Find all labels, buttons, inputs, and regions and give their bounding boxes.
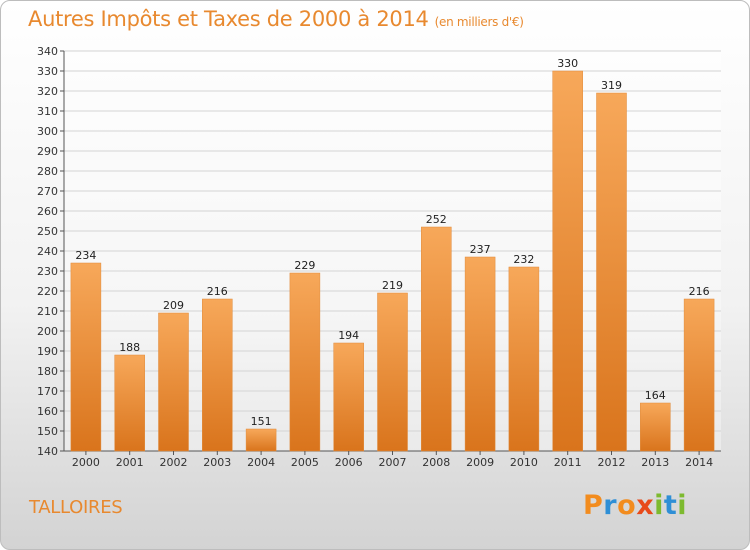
x-tick-label: 2004 <box>247 456 275 469</box>
y-tick-label: 210 <box>37 305 58 318</box>
bar <box>245 428 277 452</box>
y-tick-label: 250 <box>37 225 58 238</box>
y-tick-label: 330 <box>37 65 58 78</box>
bar-value-label: 330 <box>557 57 578 70</box>
logo-letter: o <box>617 490 637 521</box>
x-tick-label: 2013 <box>641 456 669 469</box>
y-tick-label: 220 <box>37 285 58 298</box>
bar-value-label: 232 <box>513 253 534 266</box>
bar-value-label: 237 <box>470 243 491 256</box>
commune-name: TALLOIRES <box>29 497 123 518</box>
y-tick-label: 180 <box>37 365 58 378</box>
bar <box>202 298 233 452</box>
bar <box>640 402 671 452</box>
chart-title: Autres Impôts et Taxes de 2000 à 2014 (en… <box>28 7 524 31</box>
x-tick-label: 2011 <box>554 456 582 469</box>
bar-value-label: 194 <box>338 329 359 342</box>
bar-value-label: 151 <box>251 415 272 428</box>
logo-letter: i <box>677 490 688 521</box>
y-tick-label: 200 <box>37 325 58 338</box>
y-tick-label: 270 <box>37 185 58 198</box>
bar-value-label: 252 <box>426 213 447 226</box>
x-tick-label: 2007 <box>379 456 407 469</box>
bar <box>70 262 102 452</box>
logo-letter: P <box>583 490 604 521</box>
y-tick-label: 310 <box>37 105 58 118</box>
x-tick-label: 2010 <box>510 456 538 469</box>
x-tick-label: 2003 <box>203 456 231 469</box>
x-tick-label: 2002 <box>160 456 188 469</box>
logo-letter: x <box>636 490 655 521</box>
bar <box>552 70 583 452</box>
logo-letter: i <box>654 490 664 521</box>
x-tick-label: 2012 <box>598 456 626 469</box>
bar-value-label: 209 <box>163 299 184 312</box>
y-tick-label: 320 <box>37 85 58 98</box>
bar <box>377 292 408 452</box>
bar <box>464 256 496 452</box>
logo-letter: r <box>603 490 618 521</box>
x-tick-label: 2005 <box>291 456 319 469</box>
bar-value-label: 188 <box>119 341 140 354</box>
y-tick-label: 280 <box>37 165 58 178</box>
x-tick-label: 2006 <box>335 456 363 469</box>
x-tick-label: 2001 <box>116 456 144 469</box>
y-tick-label: 260 <box>37 205 58 218</box>
logo-letter: t <box>663 490 678 521</box>
x-tick-label: 2008 <box>422 456 450 469</box>
bar <box>421 226 452 452</box>
bar-value-label: 164 <box>645 389 666 402</box>
x-tick-label: 2009 <box>466 456 494 469</box>
bar-value-label: 229 <box>294 259 315 272</box>
y-tick-label: 190 <box>37 345 58 358</box>
bar <box>333 342 364 452</box>
bar <box>158 312 189 452</box>
bar-value-label: 216 <box>689 285 710 298</box>
y-tick-label: 140 <box>37 445 58 458</box>
y-tick-label: 230 <box>37 265 58 278</box>
bar <box>114 354 145 452</box>
bar-value-label: 234 <box>75 249 96 262</box>
proxiti-logo: Proxiti <box>583 490 687 521</box>
x-tick-label: 2014 <box>685 456 713 469</box>
bar <box>596 92 627 452</box>
bar-value-label: 219 <box>382 279 403 292</box>
title-unit: (en milliers d'€) <box>434 15 524 29</box>
y-tick-label: 150 <box>37 425 58 438</box>
y-tick-label: 170 <box>37 385 58 398</box>
y-tick-label: 340 <box>37 45 58 58</box>
y-tick-label: 290 <box>37 145 58 158</box>
bar <box>289 272 321 452</box>
bar <box>508 266 540 452</box>
title-text: Autres Impôts et Taxes de 2000 à 2014 <box>28 7 429 31</box>
y-tick-label: 300 <box>37 125 58 138</box>
x-tick-label: 2000 <box>72 456 100 469</box>
y-tick-label: 160 <box>37 405 58 418</box>
bar <box>683 298 715 452</box>
bar-value-label: 216 <box>207 285 228 298</box>
bar-value-label: 319 <box>601 79 622 92</box>
y-tick-label: 240 <box>37 245 58 258</box>
